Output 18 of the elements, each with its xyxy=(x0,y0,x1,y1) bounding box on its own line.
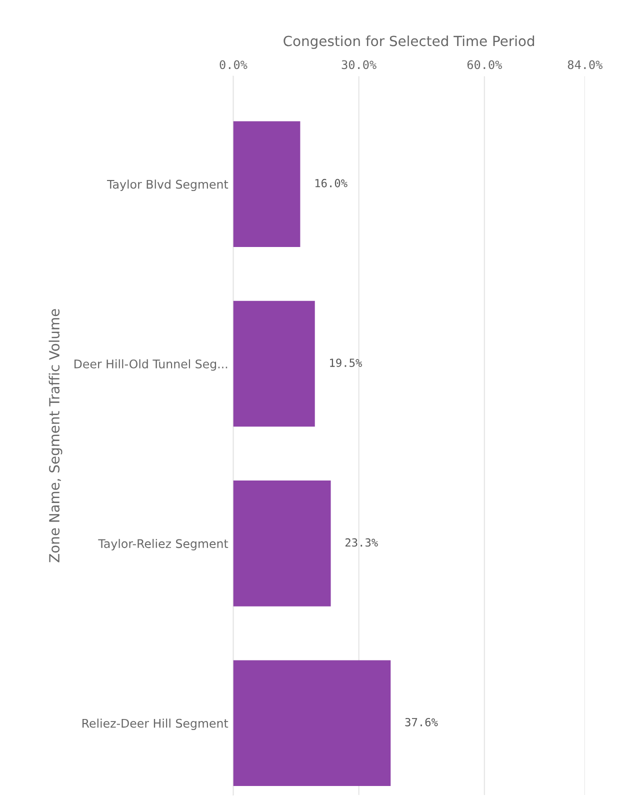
bar xyxy=(233,121,300,247)
x-tick-label: 60.0% xyxy=(467,60,502,70)
data-label: 23.3% xyxy=(345,538,378,547)
x-tick-label: 0.0% xyxy=(220,60,248,70)
data-label: 19.5% xyxy=(330,358,362,368)
x-tick-label: 84.0% xyxy=(568,60,602,70)
bar xyxy=(233,660,391,786)
y-axis-title: Zone Name, Segment Traffic Volume xyxy=(48,309,62,562)
data-label: 37.6% xyxy=(405,718,438,726)
x-axis-title: Congestion for Selected Time Period xyxy=(284,35,534,49)
y-tick-label: Deer Hill-Old Tunnel Seg... xyxy=(74,359,228,371)
y-tick-label: Reliez-Deer Hill Segment xyxy=(82,718,228,730)
bar xyxy=(233,480,331,606)
y-tick-label: Taylor-Reliez Segment xyxy=(98,538,228,550)
y-tick-label: Taylor Blvd Segment xyxy=(106,180,228,192)
data-label: 16.0% xyxy=(315,178,348,188)
x-tick-label: 30.0% xyxy=(342,60,376,70)
bar xyxy=(233,300,315,427)
